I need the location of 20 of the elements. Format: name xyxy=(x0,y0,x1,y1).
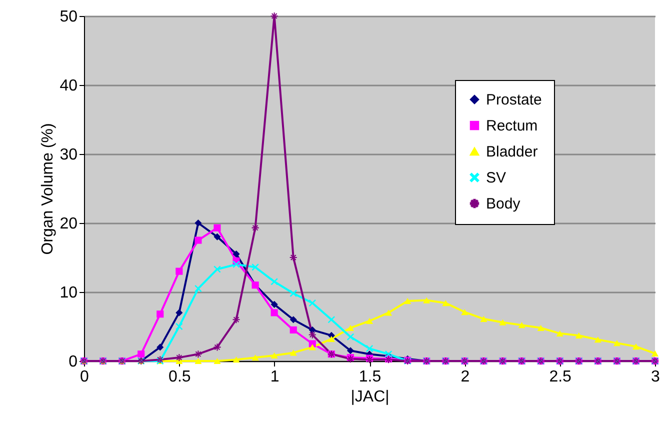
y-axis-title: Organ Volume (%) xyxy=(40,123,57,255)
x-axis-title: |JAC| xyxy=(350,388,390,406)
x-tick-label: 2 xyxy=(460,368,470,386)
legend-label: Bladder xyxy=(486,144,538,160)
y-tick-label: 10 xyxy=(60,284,78,302)
y-tick-label: 50 xyxy=(60,8,78,26)
y-tick-label: 0 xyxy=(68,354,78,370)
x-tick-label: 0.5 xyxy=(168,368,191,386)
legend-label: Prostate xyxy=(486,92,542,108)
x-tick-label: 1 xyxy=(270,368,280,386)
y-tick-label: 40 xyxy=(60,78,78,94)
x-tick-label: 2.5 xyxy=(549,368,572,386)
y-tick-label: 30 xyxy=(60,146,78,164)
x-tick-label: 1.5 xyxy=(358,368,382,386)
legend-label: Rectum xyxy=(486,118,538,134)
x-tick-label: 0 xyxy=(80,368,90,386)
x-tick-label: 3 xyxy=(651,368,660,386)
legend-label: SV xyxy=(486,170,506,186)
legend-label: Body xyxy=(486,196,521,212)
y-tick-label: 20 xyxy=(60,216,78,232)
